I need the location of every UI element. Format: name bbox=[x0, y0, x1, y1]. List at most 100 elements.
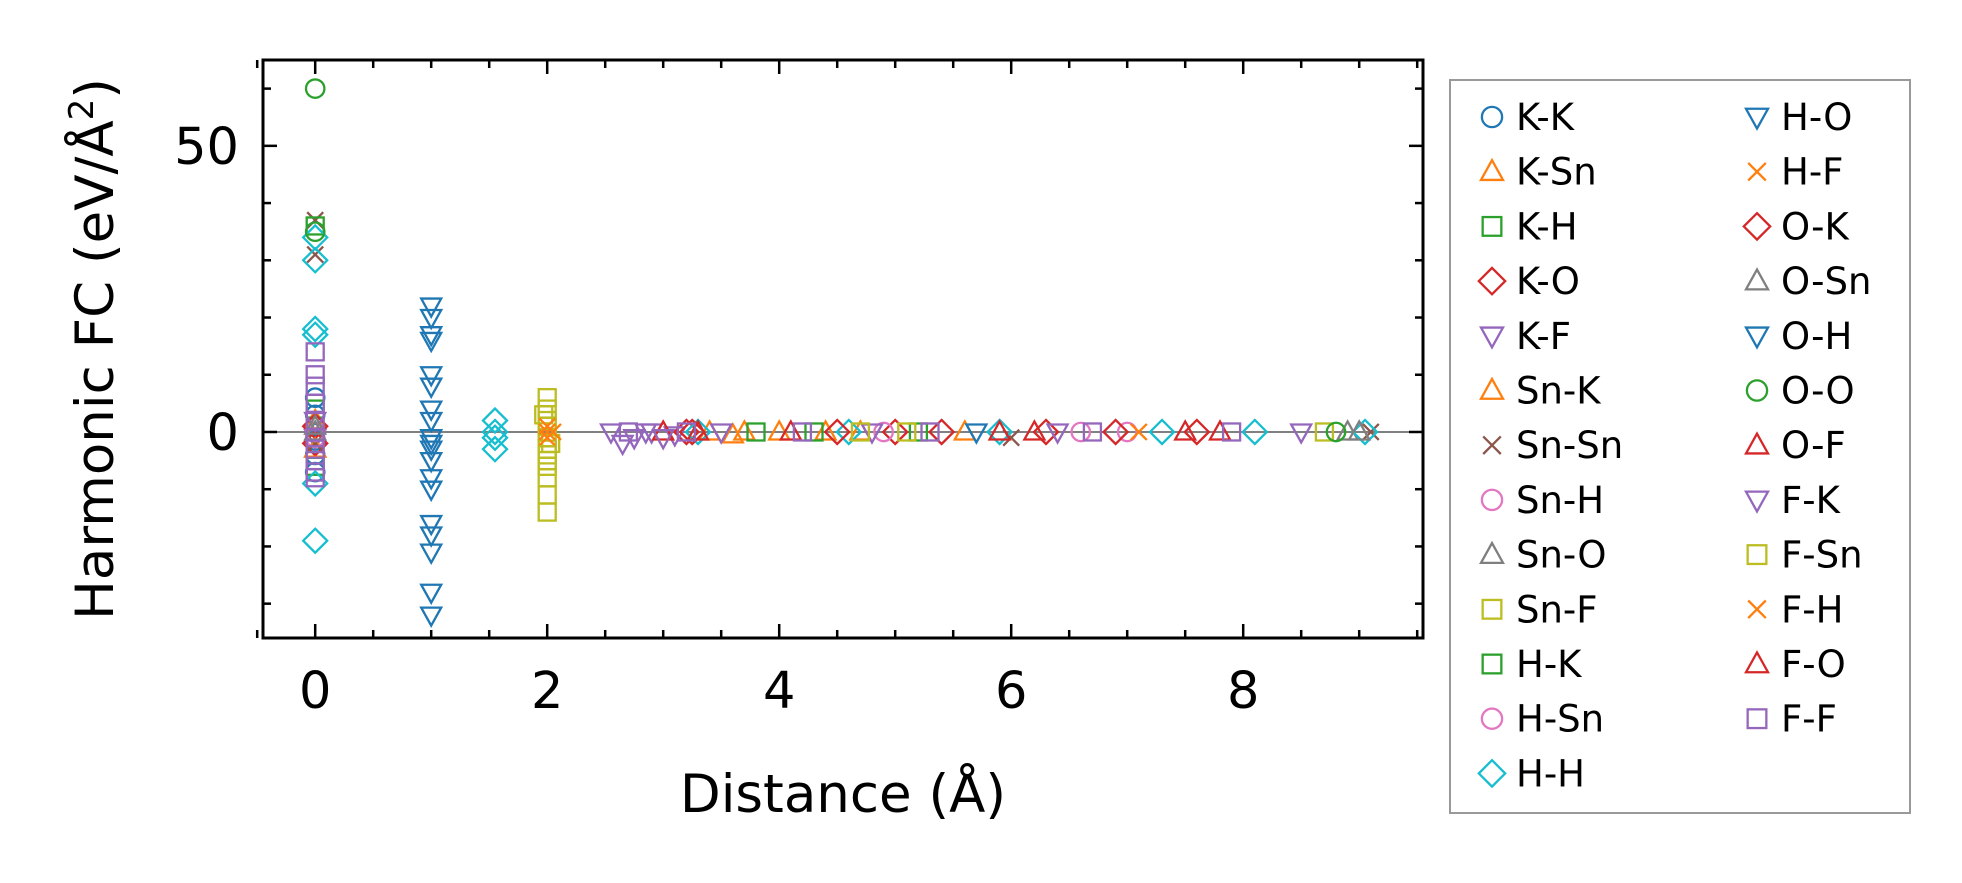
data-point-f-k bbox=[633, 423, 658, 445]
legend-label-sn-k: Sn-K bbox=[1516, 370, 1602, 413]
data-point-o-sn bbox=[1347, 419, 1372, 441]
y-axis-label-close: ) bbox=[65, 78, 126, 99]
data-point-h-o bbox=[419, 366, 444, 388]
data-point-f-k bbox=[860, 423, 884, 445]
data-point-h-h bbox=[985, 418, 1014, 446]
x-tick-label: 8 bbox=[1227, 662, 1259, 721]
data-point-f-o bbox=[686, 419, 710, 441]
legend-label-o-o: O-O bbox=[1781, 370, 1855, 413]
data-point-k-h bbox=[746, 422, 766, 442]
x-tick-label: 4 bbox=[763, 662, 795, 721]
data-point-sn-f bbox=[537, 450, 557, 471]
data-point-h-o bbox=[419, 308, 444, 331]
data-point-o-k bbox=[1101, 418, 1130, 446]
legend-marker-o-sn bbox=[1744, 267, 1770, 291]
legend-marker-sn-h bbox=[1480, 488, 1504, 512]
y-axis-label-main: Harmonic FC (eV/Å bbox=[62, 120, 126, 620]
data-point-h-o bbox=[419, 331, 444, 354]
data-point-h-h bbox=[684, 418, 712, 446]
legend-marker-f-o bbox=[1744, 650, 1770, 674]
data-point-f-sn bbox=[850, 422, 871, 442]
legend-marker-f-sn bbox=[1746, 544, 1768, 566]
data-point-f-h bbox=[538, 423, 557, 441]
legend-marker-k-o bbox=[1477, 266, 1507, 296]
y-tick-label: 0 bbox=[207, 404, 239, 463]
data-point-h-o bbox=[419, 451, 444, 474]
data-point-h-o bbox=[419, 606, 444, 628]
data-point-f-o bbox=[1208, 419, 1232, 441]
data-point-f-sn bbox=[537, 445, 557, 465]
legend-label-f-h: F-H bbox=[1781, 588, 1843, 631]
data-point-o-h bbox=[964, 423, 989, 445]
legend-label-o-k: O-K bbox=[1781, 205, 1851, 248]
data-point-k-sn bbox=[813, 419, 838, 441]
x-tick-label: 0 bbox=[299, 662, 331, 721]
data-point-sn-f bbox=[537, 502, 557, 522]
data-point-f-f bbox=[792, 422, 813, 442]
data-point-h-sn bbox=[1070, 421, 1092, 443]
x-tick-label: 6 bbox=[995, 662, 1027, 721]
data-point-f-k bbox=[651, 429, 676, 451]
legend-marker-f-h bbox=[1747, 599, 1767, 619]
legend-label-k-sn: K-Sn bbox=[1516, 151, 1597, 194]
data-point-h-o bbox=[419, 326, 444, 348]
data-point-o-sn bbox=[303, 419, 328, 441]
data-point-h-h bbox=[835, 418, 863, 446]
data-point-h-o bbox=[419, 440, 444, 463]
data-point-k-sn bbox=[732, 419, 757, 441]
legend-label-k-k: K-K bbox=[1516, 96, 1576, 139]
data-point-o-h bbox=[419, 429, 444, 451]
data-point-h-h bbox=[481, 424, 509, 452]
legend-label-f-k: F-K bbox=[1781, 479, 1842, 522]
legend-marker-h-sn bbox=[1480, 707, 1504, 730]
data-point-o-k bbox=[678, 418, 706, 446]
data-point-o-o bbox=[304, 78, 326, 99]
data-point-sn-o bbox=[303, 413, 328, 435]
data-point-f-k bbox=[622, 429, 647, 451]
data-point-f-f bbox=[1221, 422, 1242, 442]
data-point-f-k bbox=[610, 434, 635, 457]
legend-label-o-f: O-F bbox=[1781, 424, 1846, 467]
legend-box bbox=[1449, 79, 1911, 814]
legend-marker-k-sn bbox=[1479, 157, 1505, 182]
data-point-sn-k bbox=[767, 419, 792, 441]
legend: K-K K-Sn K-H K-O K-F Sn-K Sn-Sn Sn-H Sn-O Sn-F H-K… bbox=[1477, 96, 1871, 795]
data-point-sn-f bbox=[1314, 422, 1335, 442]
legend-label-f-f: F-F bbox=[1781, 698, 1837, 741]
data-point-h-o bbox=[419, 583, 444, 606]
data-points bbox=[301, 78, 1380, 628]
y-axis-label-superscript: 2 bbox=[62, 99, 102, 121]
data-point-sn-f bbox=[537, 468, 557, 488]
data-point-h-f bbox=[544, 423, 562, 441]
legend-marker-f-f bbox=[1746, 708, 1768, 730]
data-point-f-f bbox=[305, 342, 325, 362]
data-point-f-k bbox=[1045, 423, 1070, 445]
legend-label-o-h: O-H bbox=[1781, 315, 1852, 358]
data-point-h-o bbox=[419, 400, 444, 422]
data-point-o-o bbox=[1325, 421, 1347, 443]
legend-label-h-f: H-F bbox=[1781, 151, 1843, 194]
data-point-f-k bbox=[709, 423, 734, 445]
x-tick-label: 2 bbox=[531, 662, 563, 721]
data-point-o-k bbox=[823, 418, 851, 446]
data-point-k-h bbox=[804, 422, 824, 442]
legend-label-h-h: H-H bbox=[1516, 752, 1585, 795]
legend-label-h-sn: H-Sn bbox=[1516, 698, 1604, 741]
legend-marker-k-h bbox=[1481, 215, 1503, 237]
legend-marker-o-o bbox=[1745, 379, 1769, 402]
data-point-h-o bbox=[419, 469, 444, 491]
data-point-h-o bbox=[419, 526, 444, 548]
data-point-h-h bbox=[1351, 418, 1379, 446]
data-point-f-f bbox=[618, 422, 639, 442]
plot-area bbox=[261, 58, 1425, 640]
data-point-f-o bbox=[987, 419, 1012, 441]
legend-label-k-f: K-F bbox=[1516, 315, 1571, 358]
legend-marker-h-o bbox=[1744, 107, 1770, 131]
data-point-h-h bbox=[301, 527, 329, 555]
legend-marker-o-h bbox=[1744, 326, 1770, 350]
legend-marker-sn-f bbox=[1481, 598, 1503, 620]
data-point-sn-sn bbox=[1361, 423, 1380, 441]
data-point-f-h bbox=[1129, 423, 1148, 441]
data-point-o-f bbox=[1022, 419, 1047, 441]
